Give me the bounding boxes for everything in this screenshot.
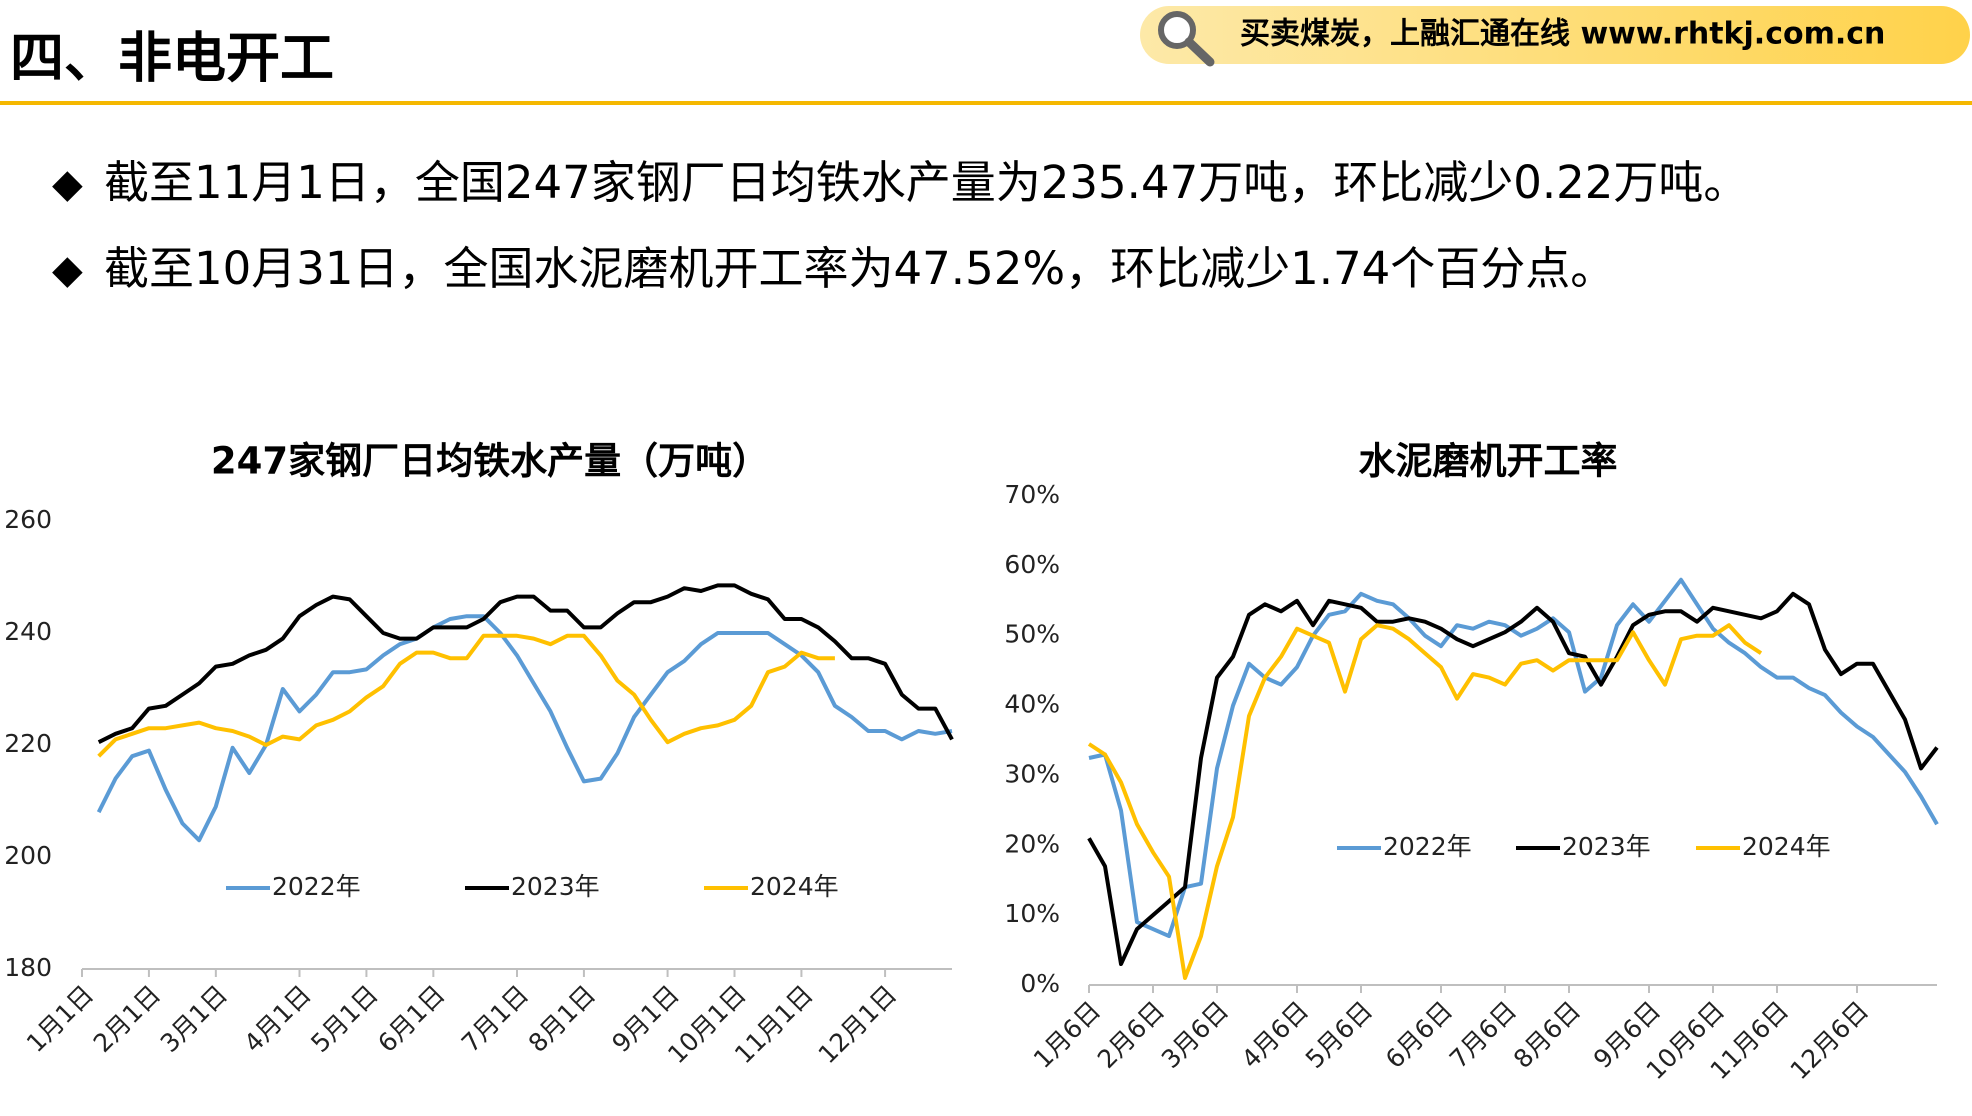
legend-label: 2024年 [750, 872, 839, 901]
y-tick-label: 10% [1004, 899, 1060, 928]
banner-text: 买卖煤炭，上融汇通在线 www.rhtkj.com.cn [1240, 17, 1885, 52]
bullet-mark: ◆ [52, 247, 83, 293]
x-tick-label: 2月6日 [1092, 996, 1170, 1074]
y-tick-label: 180 [4, 953, 52, 982]
x-tick-label: 12月6日 [1785, 996, 1875, 1086]
x-tick-label: 2月1日 [88, 980, 166, 1058]
y-tick-label: 20% [1004, 829, 1060, 858]
x-tick-label: 4月6日 [1236, 996, 1314, 1074]
bullet: 截至11月1日，全国247家钢厂日均铁水产量为235.47万吨，环比减少0.22… [104, 156, 1748, 209]
x-tick-label: 12月1日 [813, 980, 903, 1070]
legend-label: 2022年 [1383, 832, 1472, 861]
y-tick-label: 0% [1020, 969, 1060, 998]
legend-label: 2024年 [1742, 832, 1831, 861]
series-line [97, 633, 835, 758]
banner [1140, 6, 1970, 64]
chart-title: 水泥磨机开工率 [1359, 440, 1618, 483]
y-tick-label: 50% [1004, 620, 1060, 649]
y-tick-label: 70% [1004, 480, 1060, 509]
legend-label: 2022年 [272, 872, 361, 901]
page-title: 四、非电开工 [10, 27, 334, 90]
series-line [1087, 623, 1763, 980]
x-tick-label: 7月1日 [456, 980, 534, 1058]
legend-label: 2023年 [1562, 832, 1651, 861]
series-line [97, 583, 954, 744]
y-tick-label: 40% [1004, 690, 1060, 719]
x-tick-label: 6月6日 [1380, 996, 1458, 1074]
x-tick-label: 4月1日 [238, 980, 316, 1058]
legend-label: 2023年 [511, 872, 600, 901]
y-tick-label: 240 [4, 617, 52, 646]
x-tick-label: 3月6日 [1156, 996, 1234, 1074]
series-line [96, 614, 953, 843]
x-tick-label: 1月6日 [1028, 996, 1106, 1074]
x-tick-label: 3月1日 [155, 980, 233, 1058]
x-tick-label: 6月1日 [372, 980, 450, 1058]
y-tick-label: 30% [1004, 759, 1060, 788]
header-rule [0, 101, 1972, 105]
series-line [1087, 591, 1939, 966]
x-tick-label: 5月6日 [1300, 996, 1378, 1074]
x-tick-label: 7月6日 [1444, 996, 1522, 1074]
y-tick-label: 260 [4, 505, 52, 534]
y-tick-label: 200 [4, 841, 52, 870]
search-icon-handle [1184, 37, 1215, 67]
bullet-mark: ◆ [52, 161, 83, 207]
x-tick-label: 1月1日 [21, 980, 99, 1058]
search-icon [1158, 11, 1196, 49]
chart-title: 247家钢厂日均铁水产量（万吨） [211, 440, 769, 483]
y-tick-label: 220 [4, 729, 52, 758]
bullet: 截至10月31日，全国水泥磨机开工率为47.52%，环比减少1.74个百分点。 [104, 242, 1615, 295]
x-tick-label: 8月1日 [523, 980, 601, 1058]
y-tick-label: 60% [1004, 550, 1060, 579]
x-tick-label: 8月6日 [1508, 996, 1586, 1074]
series-line [1088, 577, 1939, 939]
x-tick-label: 5月1日 [305, 980, 383, 1058]
